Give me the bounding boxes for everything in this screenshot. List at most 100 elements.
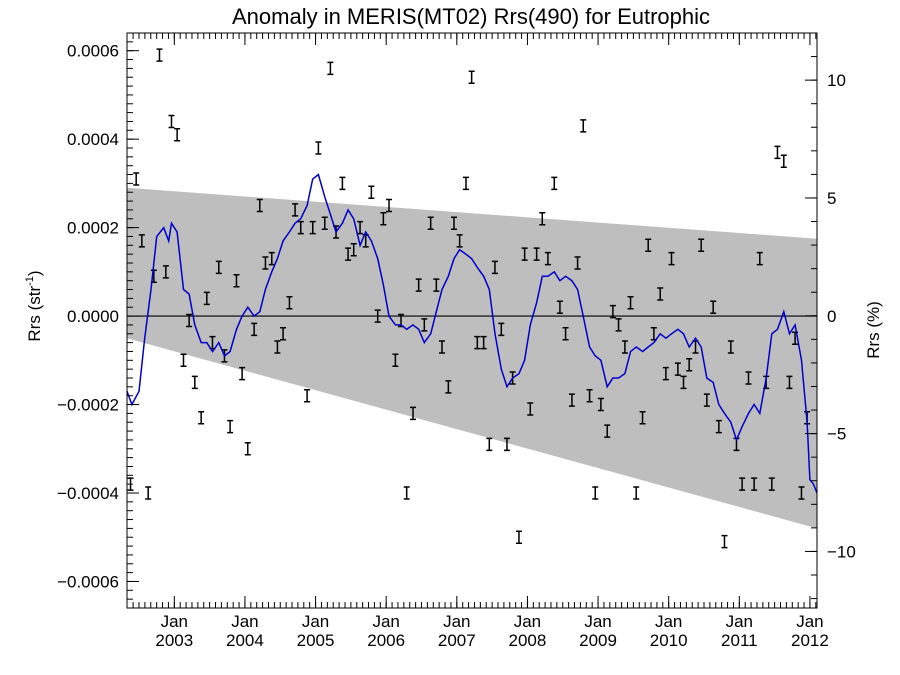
data-point-86 [633, 486, 640, 500]
data-point-55 [450, 216, 457, 230]
data-point-15 [215, 260, 222, 275]
data-point-48 [410, 406, 417, 421]
data-point-100 [715, 419, 722, 434]
y-tick-label-2: 0.0002 [67, 219, 119, 238]
data-point-20 [244, 442, 251, 456]
x-tick-label-year-7: 2010 [650, 631, 688, 650]
data-point-47 [403, 486, 410, 500]
y-tick-label-4: −0.0002 [57, 396, 119, 415]
x-tick-label-month-3: Jan [372, 612, 399, 631]
data-point-33 [321, 216, 328, 230]
plot-area: 0.0006 0.0004 0.0002 0.0000 −0.0002 −0.0004 −0… [57, 32, 856, 650]
data-point-57 [462, 176, 469, 191]
data-point-27 [286, 296, 293, 310]
data-point-99 [710, 300, 717, 314]
x-tick-label-month-1: Jan [231, 612, 258, 631]
data-point-79 [592, 486, 599, 500]
data-point-98 [703, 393, 710, 407]
data-point-76 [574, 256, 581, 270]
data-point-74 [562, 327, 569, 341]
data-point-62 [491, 260, 498, 275]
data-point-45 [392, 353, 399, 368]
data-point-85 [627, 296, 634, 310]
data-point-95 [686, 357, 693, 372]
x-tick-label-month-0: Jan [161, 612, 188, 631]
y-tick-label-0: 0.0006 [67, 42, 119, 61]
data-point-104 [739, 477, 746, 491]
x-tick-label-year-2: 2005 [297, 631, 335, 650]
x-tick-label-month-6: Jan [584, 612, 611, 631]
data-point-67 [521, 247, 528, 261]
data-point-64 [503, 437, 510, 452]
data-point-7 [168, 114, 175, 129]
data-point-54 [445, 380, 452, 394]
data-point-72 [551, 176, 558, 191]
data-point-63 [498, 322, 505, 337]
data-point-11 [191, 375, 198, 390]
data-point-17 [227, 419, 234, 434]
data-point-21 [251, 322, 258, 337]
data-point-30 [304, 388, 311, 403]
data-point-18 [233, 273, 240, 288]
y-tick-label-5: −0.0004 [57, 484, 119, 503]
y-axis-left-label-sup: -1 [24, 276, 36, 286]
data-point-60 [480, 335, 487, 350]
data-point-87 [639, 411, 646, 425]
data-point-53 [438, 340, 445, 354]
data-point-84 [621, 340, 628, 354]
data-point-6 [162, 265, 169, 279]
data-point-50 [421, 318, 428, 332]
y2-tick-label-3: −5 [827, 425, 846, 444]
data-point-94 [680, 375, 687, 390]
data-point-39 [357, 220, 364, 235]
data-point-66 [515, 530, 522, 544]
y2-tick-label-2: 0 [827, 307, 836, 326]
data-point-73 [556, 300, 563, 314]
y-tick-label-6: −0.0006 [57, 572, 119, 591]
data-point-38 [350, 242, 357, 257]
data-point-88 [645, 238, 652, 253]
x-tick-label-month-5: Jan [514, 612, 541, 631]
uncertainty-band [127, 187, 817, 529]
y-axis-left-label-main: Rrs (str [25, 286, 44, 342]
data-point-13 [203, 291, 210, 306]
data-point-97 [698, 238, 705, 253]
data-point-83 [615, 318, 622, 332]
data-point-68 [527, 402, 534, 416]
data-point-36 [339, 176, 346, 191]
data-point-107 [756, 251, 763, 266]
data-point-71 [544, 251, 551, 266]
x-tick-label-year-5: 2008 [509, 631, 547, 650]
data-point-41 [368, 185, 375, 199]
x-tick-label-year-4: 2007 [438, 631, 476, 650]
data-point-59 [474, 335, 481, 350]
data-point-90 [657, 287, 664, 301]
data-point-28 [292, 203, 299, 217]
data-point-111 [780, 154, 787, 169]
data-point-81 [604, 424, 611, 438]
data-point-75 [568, 393, 575, 407]
data-point-31 [309, 220, 316, 235]
data-point-58 [468, 70, 475, 84]
data-point-106 [751, 477, 758, 491]
x-tick-label-month-2: Jan [302, 612, 329, 631]
y-tick-label-1: 0.0004 [67, 130, 119, 149]
data-point-80 [597, 397, 604, 412]
data-point-112 [786, 375, 793, 390]
data-point-77 [580, 119, 587, 133]
data-point-51 [427, 216, 434, 230]
plot-frame [126, 32, 818, 609]
data-point-12 [198, 411, 205, 425]
data-point-92 [668, 251, 675, 266]
data-point-78 [586, 388, 593, 403]
data-point-19 [239, 366, 246, 381]
y2-tick-label-0: 10 [827, 71, 846, 90]
y-axis-left-label-close: ) [25, 270, 44, 276]
data-point-37 [345, 247, 352, 261]
data-point-24 [268, 251, 275, 266]
y2-tick-label-4: −10 [827, 542, 856, 561]
data-point-105 [745, 371, 752, 385]
x-tick-label-year-3: 2006 [367, 631, 405, 650]
data-point-34 [327, 61, 334, 76]
